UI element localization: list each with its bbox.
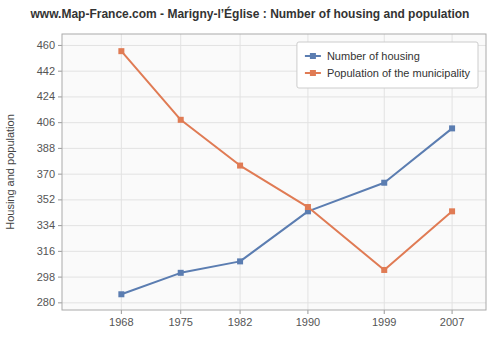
y-grid-line [62, 174, 486, 175]
y-grid-line [62, 225, 486, 226]
y-tick-label: 406 [37, 116, 55, 128]
series-marker [305, 204, 311, 210]
legend-label: Population of the municipality [327, 67, 471, 79]
x-tick-label: 1999 [372, 316, 396, 328]
y-tick-label: 424 [37, 90, 55, 102]
series-line [121, 128, 452, 294]
y-tick [58, 199, 62, 200]
grid [62, 34, 486, 310]
x-grid-line [240, 34, 241, 310]
y-tick-label: 334 [37, 219, 55, 231]
series-marker [118, 48, 124, 54]
x-tick [307, 310, 308, 314]
y-tick [58, 225, 62, 226]
x-tick [180, 310, 181, 314]
y-tick [58, 251, 62, 252]
legend-swatch-marker [310, 53, 316, 59]
chart-container: 280 298 316 334 352 370 388 406 424 442 460 1968 197… [0, 0, 500, 340]
y-grid-line [62, 122, 486, 123]
x-tick [452, 310, 453, 314]
x-tick [384, 310, 385, 314]
y-tick [58, 45, 62, 46]
y-tick-label: 316 [37, 245, 55, 257]
y-grid-line [62, 251, 486, 252]
y-tick [58, 277, 62, 278]
plot-frame [62, 34, 486, 310]
series-marker [381, 180, 387, 186]
series-marker [449, 208, 455, 214]
y-grid-line [62, 199, 486, 200]
x-tick-label: 1975 [168, 316, 192, 328]
y-tick [58, 302, 62, 303]
series-marker [449, 125, 455, 131]
series-marker [237, 258, 243, 264]
y-tick-label: 280 [37, 296, 55, 308]
series-marker [118, 291, 124, 297]
axes: 280 298 316 334 352 370 388 406 424 442 460 1968 197… [37, 34, 486, 328]
series-marker [237, 163, 243, 169]
y-tick [58, 71, 62, 72]
y-grid-line [62, 277, 486, 278]
legend-label: Number of housing [327, 50, 420, 62]
y-axis-label: Housing and population [4, 114, 16, 230]
y-tick-label: 442 [37, 65, 55, 77]
y-tick-label: 370 [37, 168, 55, 180]
y-tick [58, 122, 62, 123]
x-tick-label: 2007 [440, 316, 464, 328]
y-grid-line [62, 96, 486, 97]
x-grid-line [180, 34, 181, 310]
legend-box [297, 42, 478, 88]
title: www.Map-France.com - Marigny-l’Église : … [30, 6, 470, 21]
x-tick [240, 310, 241, 314]
series-marker [381, 267, 387, 273]
chart-svg: 280 298 316 334 352 370 388 406 424 442 460 1968 197… [0, 0, 500, 340]
x-tick-label: 1982 [228, 316, 252, 328]
y-tick [58, 174, 62, 175]
plot-area [62, 34, 486, 310]
x-tick-label: 1990 [296, 316, 320, 328]
y-tick [58, 148, 62, 149]
y-tick [58, 96, 62, 97]
legend-swatch-marker [310, 70, 316, 76]
series-marker [178, 270, 184, 276]
x-grid-line [121, 34, 122, 310]
series [118, 125, 455, 297]
legend: Number of housing Population of the munic… [297, 42, 478, 88]
x-tick-label: 1968 [109, 316, 133, 328]
y-grid-line [62, 148, 486, 149]
y-tick-label: 298 [37, 271, 55, 283]
y-tick-label: 388 [37, 142, 55, 154]
x-tick [121, 310, 122, 314]
y-tick-label: 460 [37, 39, 55, 51]
y-tick-label: 352 [37, 193, 55, 205]
series-marker [178, 117, 184, 123]
y-grid-line [62, 302, 486, 303]
